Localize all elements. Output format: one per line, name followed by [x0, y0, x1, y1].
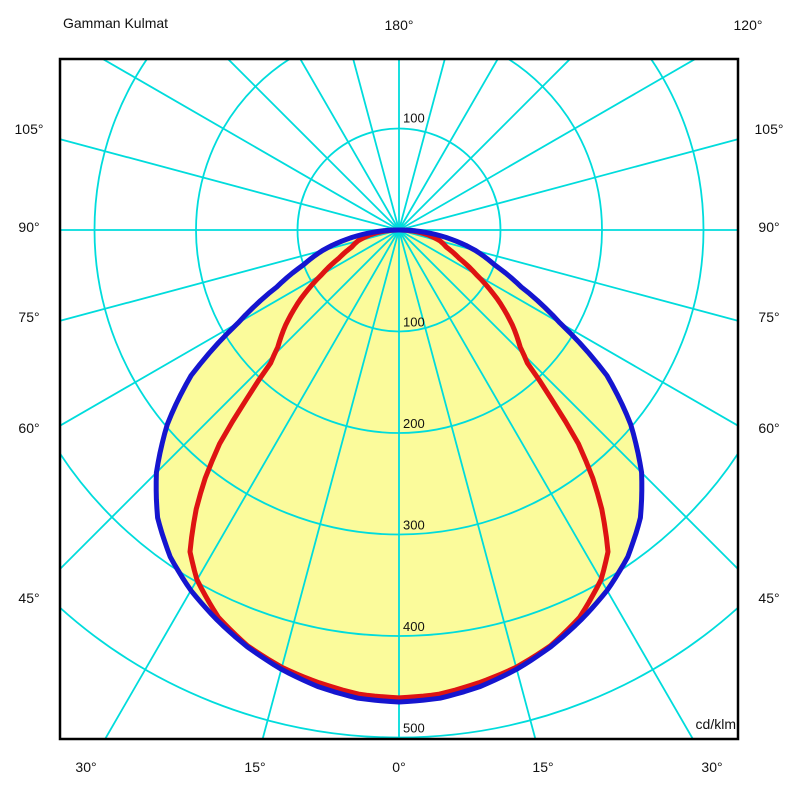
polar-ray: [101, 59, 400, 231]
polar-ring: [296, 127, 502, 333]
gamma-label-right: 75°: [758, 309, 779, 325]
polar-ray: [226, 59, 400, 231]
polar-ray: [398, 59, 697, 231]
polar-ray: [104, 229, 400, 739]
gamma-label-right: 90°: [758, 219, 779, 235]
c0-c180-curve: [153, 227, 645, 705]
ring-label: 100: [403, 315, 425, 330]
c90-c270-curve: [187, 227, 611, 701]
polar-ray: [60, 229, 400, 571]
ring-label: 300: [403, 518, 425, 533]
polar-ray: [398, 59, 572, 231]
polar-ring: [195, 59, 603, 434]
gamma-label-bottom: 0°: [392, 759, 405, 775]
polar-ray: [60, 138, 400, 231]
polar-ray: [60, 229, 400, 322]
gamma-label-bottom: 30°: [701, 759, 722, 775]
gamma-label-left: 75°: [18, 309, 39, 325]
gamma-label-right: 105°: [755, 121, 784, 137]
polar-ring: [60, 451, 738, 637]
gamma-label-bottom: 30°: [75, 759, 96, 775]
gamma-label-right: 60°: [758, 420, 779, 436]
gamma-label-right: 45°: [758, 590, 779, 606]
ring-label: 400: [403, 619, 425, 634]
polar-ray: [398, 229, 694, 739]
gamma-label-top: 120°: [734, 17, 763, 33]
ring-label: 100: [403, 111, 425, 126]
gamma-label-left: 60°: [18, 420, 39, 436]
gamma-label-top: 180°: [385, 17, 414, 33]
chart-title: Gamman Kulmat: [63, 15, 169, 31]
polar-ray: [261, 229, 400, 739]
polar-ray: [60, 229, 400, 427]
polar-ring: [93, 59, 705, 536]
gamma-label-bottom: 15°: [532, 759, 553, 775]
unit-label: cd/klm: [695, 716, 736, 732]
ring-label: 200: [403, 416, 425, 431]
polar-ray: [398, 229, 738, 322]
polar-ray: [398, 229, 738, 571]
gamma-label-left: 45°: [18, 590, 39, 606]
polar-ray: [398, 229, 537, 739]
polar-ray: [398, 229, 738, 427]
ring-label: 500: [403, 721, 425, 736]
gamma-label-bottom: 15°: [244, 759, 265, 775]
polar-ray: [299, 59, 400, 231]
polar-ring: [60, 606, 738, 739]
polar-ray: [352, 59, 400, 231]
gamma-label-left: 105°: [15, 121, 44, 137]
polar-ray: [398, 59, 499, 231]
chart-frame: [58, 57, 740, 741]
polar-ray: [398, 138, 738, 231]
gamma-label-left: 90°: [18, 219, 39, 235]
polar-ray: [398, 59, 446, 231]
